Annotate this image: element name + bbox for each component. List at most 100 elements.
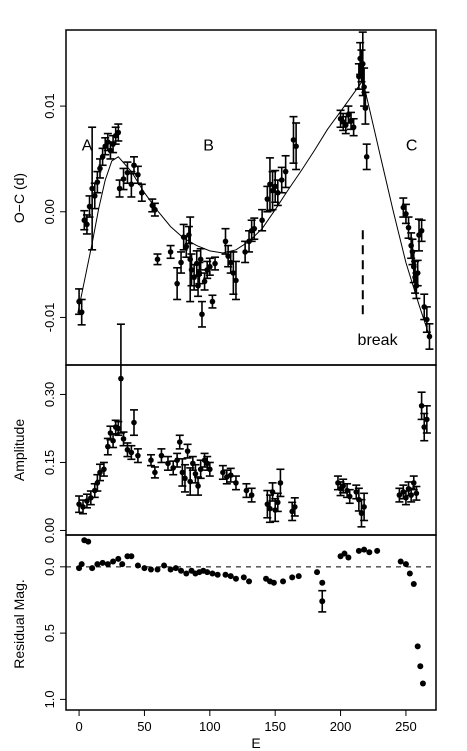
y-tick-label: 0.30 [42, 382, 57, 407]
amplitude-data-point [412, 485, 421, 501]
residual-data-point [232, 575, 239, 582]
data-point [264, 196, 271, 202]
amplitude-data-point [150, 466, 159, 479]
amplitude-data-point [157, 448, 166, 464]
data-point [196, 270, 203, 276]
data-point [110, 437, 116, 444]
data-point [207, 466, 213, 473]
oc-data-point [166, 244, 175, 260]
oc-data-point [211, 256, 220, 271]
oc-data-point [137, 183, 146, 202]
residual-data-point [209, 570, 216, 577]
residual-data-point [78, 561, 85, 568]
residual-data-point [85, 538, 92, 545]
x-tick-label: 0 [75, 719, 82, 734]
amplitude-data-point [242, 482, 251, 499]
x-tick-label: 100 [199, 719, 221, 734]
data-point [212, 260, 218, 267]
data-point [346, 493, 353, 500]
amplitude-data-point [407, 487, 416, 503]
data-point [152, 469, 158, 476]
data-point [361, 84, 367, 90]
data-point [128, 181, 135, 188]
data-point [183, 243, 190, 250]
y-tick-label: 0.01 [42, 93, 57, 118]
data-point [418, 403, 425, 409]
residual-data-point [147, 566, 154, 573]
x-tick-label: 50 [137, 719, 151, 734]
residual-data-point [314, 569, 321, 576]
amplitude-data-point [339, 478, 348, 494]
data-point [174, 280, 180, 287]
data-point [84, 498, 90, 504]
oc-data-point [101, 136, 110, 156]
amplitude-data-point [218, 464, 227, 481]
amplitude-data-point [82, 493, 91, 509]
oc-annotation-break: break [358, 332, 399, 349]
x-tick-label: 150 [264, 719, 286, 734]
data-point [259, 217, 265, 224]
oc-y-axis-label: O−C (d) [11, 173, 27, 223]
amplitude-data-point [196, 459, 205, 480]
data-point [170, 465, 177, 471]
oc-data-point [361, 91, 370, 125]
amplitude-data-point [194, 476, 203, 496]
oc-data-point [425, 322, 434, 350]
data-point [222, 238, 229, 245]
residual-data-point [134, 562, 141, 569]
oc-data-point [281, 154, 290, 189]
residual-data-point [161, 562, 168, 569]
residual-data-point [280, 578, 287, 585]
data-point [131, 162, 137, 169]
data-point [424, 416, 430, 423]
oc-data-point [186, 216, 195, 303]
residual-data-point [397, 558, 404, 565]
residual-data-point [355, 547, 362, 554]
residual-data-point [115, 555, 122, 562]
data-point [230, 270, 237, 276]
residual-data-point [270, 579, 277, 586]
data-point [233, 277, 239, 284]
amplitude-data-point [163, 455, 172, 471]
residual-data-point [94, 561, 101, 568]
data-point [227, 472, 234, 478]
x-axis-label: E [251, 735, 260, 751]
data-point [199, 311, 205, 318]
data-point [267, 505, 273, 512]
data-point [131, 419, 137, 426]
residual-data-point [128, 553, 135, 560]
data-point [416, 232, 422, 238]
data-point [195, 483, 201, 489]
oc-annotation-a: A [82, 137, 93, 154]
y-tick-label: 0.0 [42, 558, 57, 576]
residual-y-ticks: 0.0 0.5 1.0 [42, 558, 66, 708]
data-point [269, 187, 276, 194]
residual-data-point [410, 581, 417, 588]
data-point [275, 499, 281, 506]
data-point [81, 217, 88, 224]
data-point [293, 143, 299, 150]
amplitude-data-point [360, 492, 369, 522]
y-tick-label: 0.5 [42, 624, 57, 642]
oc-data-point [90, 182, 99, 210]
data-point [272, 183, 278, 190]
data-point [340, 483, 346, 489]
data-point [148, 457, 154, 464]
oc-data-point [127, 170, 136, 198]
data-point [363, 154, 370, 160]
amplitude-data-point [231, 475, 240, 491]
data-point [361, 504, 367, 510]
data-point [179, 469, 186, 476]
amplitude-data-point [127, 444, 136, 461]
oc-data-point [77, 298, 86, 326]
data-point [176, 439, 183, 445]
data-point [400, 204, 407, 211]
residual-panel-frame [65, 534, 437, 711]
data-point [135, 171, 141, 178]
data-point [94, 179, 101, 185]
amplitude-data-point [345, 488, 354, 505]
amplitude-data-point [146, 453, 155, 467]
y-tick-label: -0.01 [42, 303, 57, 333]
residual-data-point [183, 570, 190, 577]
data-point [192, 471, 199, 477]
